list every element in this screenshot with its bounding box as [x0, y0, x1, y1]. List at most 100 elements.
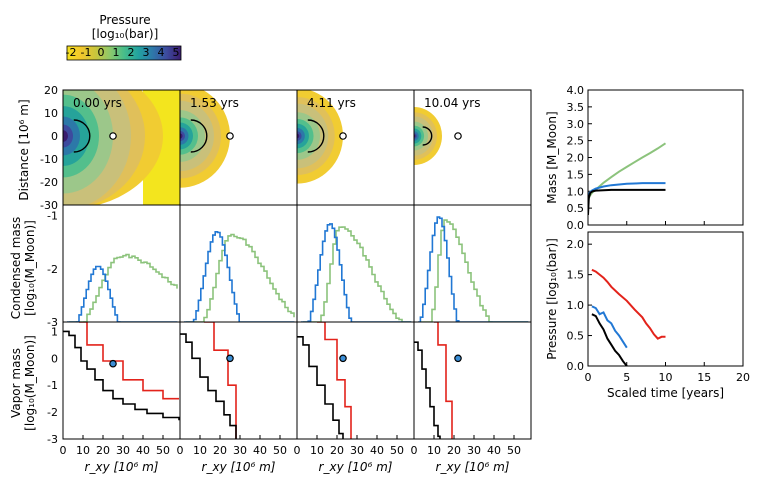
vapor-red-line	[204, 322, 237, 439]
pressure-contour	[297, 133, 300, 139]
distance-tick-label: 0	[51, 130, 58, 143]
colorbar-tick-label: 4	[158, 46, 165, 59]
panel-frame	[587, 89, 744, 226]
x-axis-label: r_xy [10⁶ m]	[202, 460, 276, 474]
vapor-tick-label: -1	[47, 379, 58, 392]
time-series-panels: 4.0 3.5 3.0 2.5 2.0 1.5 1.0 0.5 0.0 Mass [M_Moon]…	[545, 84, 750, 400]
y-tick-label: 2.0	[567, 152, 585, 165]
x-axis-label: r_xy [10⁶ m]	[319, 460, 393, 474]
colorbar-unit: [log₁₀(bar)]	[92, 27, 159, 41]
x-tick-label: 20	[96, 444, 110, 457]
row-labels: Distance [10⁶ m] Condensed mass [log₁₀(M…	[9, 99, 37, 430]
x-tick-label: 20	[447, 444, 461, 457]
x-axis-label: r_xy [10⁶ m]	[436, 460, 510, 474]
row-label-distance: Distance [10⁶ m]	[17, 99, 31, 200]
condensed-blue-line	[418, 216, 529, 322]
x-tick-label: 50	[156, 444, 170, 457]
vapor-black-line	[180, 333, 237, 439]
vapor-tick-label: 1	[51, 325, 58, 338]
synchronous-radius-arc	[422, 126, 433, 146]
timestep-label: 1.53 yrs	[190, 96, 239, 110]
x-tick-label: 30	[350, 444, 364, 457]
y-tick-label: 2.5	[567, 135, 585, 148]
x-axis-label: r_xy [10⁶ m]	[85, 460, 159, 474]
panel-column: 0.00 yrs 0 10 20 30 40 50 r_xy [10⁶ m]	[60, 89, 181, 474]
pressure-contour	[63, 130, 68, 142]
condensed-blue-line	[301, 223, 412, 322]
pressure-map	[297, 90, 347, 184]
pressure-map	[414, 107, 462, 165]
colorbar-tick-label: -1	[81, 46, 92, 59]
colorbar-tick-label: 0	[98, 46, 105, 59]
x-axis-label: Scaled time [years]	[607, 386, 724, 400]
y-tick-label: 1.0	[567, 299, 585, 312]
condensed-green-line	[303, 226, 411, 322]
x-tick-label: 40	[487, 444, 501, 457]
y-tick-label: 1.5	[567, 168, 585, 181]
panel-column: 10.04 yrs 0 10 20 30 40 50 r_xy [10⁶ m]	[411, 89, 532, 474]
moon-marker	[226, 132, 234, 140]
x-tick-label: 30	[467, 444, 481, 457]
x-tick-label: 10	[659, 371, 673, 384]
colorbar-title: Pressure	[99, 13, 150, 27]
series-black	[588, 188, 666, 215]
timestep-label: 0.00 yrs	[73, 96, 122, 110]
y-axis-label: Pressure [log₁₀(bar)]	[545, 238, 559, 360]
moon-marker	[339, 132, 347, 140]
condensed-green-line	[186, 233, 295, 322]
y-tick-label: 3.0	[567, 118, 585, 131]
vapor-red-line	[317, 322, 352, 439]
y-tick-label: 1.5	[567, 269, 585, 282]
condensed-green-line	[69, 253, 178, 322]
x-tick-label: 10	[427, 444, 441, 457]
moon-marker	[226, 354, 234, 363]
row-label-vapor: Vapor mass	[9, 348, 23, 418]
x-tick-label: 50	[507, 444, 521, 457]
vapor-tick-label: 0	[51, 352, 58, 365]
x-tick-label: 0	[60, 444, 67, 457]
moon-marker	[454, 132, 462, 140]
x-tick-label: 15	[697, 371, 711, 384]
pressure-contour	[180, 133, 183, 139]
condensed-tick-label: -2	[47, 263, 58, 276]
timestep-label: 4.11 yrs	[307, 96, 356, 110]
panel-frame	[413, 321, 532, 440]
colorbar-tick-label: 3	[143, 46, 150, 59]
colorbar-ticks: -2 -1 0 1 2 3 4 5	[66, 46, 180, 59]
timestep-label: 10.04 yrs	[424, 96, 480, 110]
x-tick-label: 50	[390, 444, 404, 457]
y-tick-label: 1.0	[567, 185, 585, 198]
vapor-black-line	[297, 336, 344, 439]
y-tick-label: 2.0	[567, 238, 585, 251]
x-tick-label: 20	[330, 444, 344, 457]
distance-tick-label: -20	[40, 176, 58, 189]
panel-frame	[587, 231, 744, 367]
row-label-condensed: Condensed mass	[9, 217, 23, 320]
row-label-condensed-unit: [log₁₀(M_Moon)]	[23, 220, 37, 316]
synchronous-radius-arc	[307, 119, 325, 153]
x-tick-label: 0	[585, 371, 592, 384]
y-tick-label: 0.0	[567, 219, 585, 232]
distance-tick-label: -10	[40, 153, 58, 166]
condensed-tick-label: -3	[47, 316, 58, 329]
panel-column: 1.53 yrs 0 10 20 30 40 50 r_xy [10⁶ m]	[177, 89, 298, 474]
x-tick-label: 40	[253, 444, 267, 457]
panel-column: 4.11 yrs 0 10 20 30 40 50 r_xy [10⁶ m]	[294, 89, 415, 474]
panel-frame	[62, 321, 181, 440]
panel-frame	[296, 321, 415, 440]
synchronous-radius-arc	[73, 119, 91, 153]
condensed-green-line	[420, 219, 528, 322]
panel-frame	[62, 204, 181, 323]
pressure-panel: 2.0 1.5 1.0 0.5 0.00 5 10 15 20 Pressure [log₁₀(b…	[545, 231, 750, 400]
pressure-map	[63, 90, 180, 205]
colorbar-tick-label: 5	[173, 46, 180, 59]
synchronous-radius-arc	[190, 119, 208, 153]
panel-frame	[296, 204, 415, 323]
vapor-red-line	[79, 322, 179, 400]
pressure-map	[180, 90, 234, 188]
colorbar: Pressure [log₁₀(bar)] -2 -1 0 1 2 3 4 5	[66, 13, 182, 61]
condensed-tick-label: -1	[47, 210, 58, 223]
